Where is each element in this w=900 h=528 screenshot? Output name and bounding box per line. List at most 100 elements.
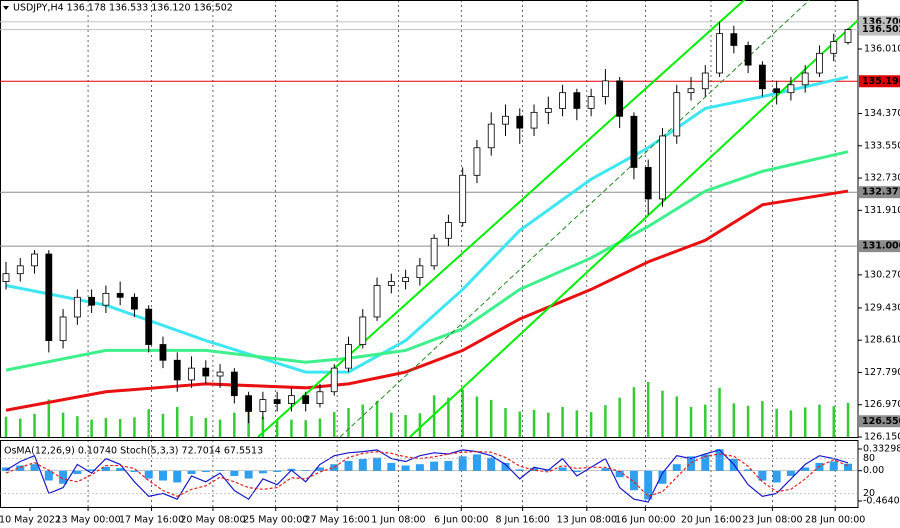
- candle-body: [544, 108, 552, 113]
- osma-bar: [572, 470, 581, 473]
- y-tick-label: 126.970: [864, 399, 900, 410]
- price-level-box: [859, 415, 900, 428]
- osma-bar: [87, 469, 96, 471]
- osma-bar: [701, 454, 710, 471]
- osma-bar: [601, 468, 610, 471]
- candle-body: [830, 41, 838, 54]
- osma-bar: [16, 465, 25, 471]
- candle-body: [259, 399, 267, 412]
- candle-body: [216, 371, 224, 377]
- price-level-label: 135.190: [862, 76, 900, 87]
- osma-bar: [672, 464, 681, 471]
- osma-bar: [829, 461, 838, 471]
- y-tick-label: 130.270: [864, 269, 900, 280]
- candle-body: [102, 292, 110, 306]
- main-panel: [0, 0, 859, 438]
- candle-body: [716, 33, 723, 74]
- candle-body: [616, 80, 624, 117]
- candle-body: [16, 265, 24, 275]
- x-tick-label: 25 May 00:00: [243, 515, 308, 526]
- candle-body: [787, 84, 795, 94]
- candle-body: [359, 316, 367, 345]
- candle-body: [273, 399, 281, 404]
- osma-bar: [558, 467, 567, 471]
- osma-bar: [1, 467, 10, 471]
- stochastic-line: [5, 451, 849, 497]
- x-tick-label: 13 May 00:00: [55, 515, 120, 526]
- y-tick-label: 126.150: [864, 432, 900, 443]
- candle-body: [730, 33, 738, 46]
- price-level-label: 132.371: [862, 187, 900, 198]
- osma-bar: [715, 449, 724, 471]
- candle-body: [516, 115, 524, 129]
- candle-body: [758, 64, 766, 90]
- price-level-label: 131.000: [862, 241, 900, 252]
- osma-bar: [144, 470, 153, 479]
- candle-body: [445, 222, 452, 239]
- price-level-box: [859, 240, 900, 253]
- candle-body: [644, 167, 652, 200]
- candle-body: [402, 277, 409, 282]
- osma-bar: [472, 454, 481, 471]
- y-tick-label: 127.790: [864, 367, 900, 378]
- osma-bar: [387, 462, 396, 471]
- osma-bar: [373, 457, 382, 471]
- osma-bar: [101, 466, 110, 471]
- osma-bar: [230, 470, 239, 476]
- candle-body: [816, 52, 823, 74]
- candle-body: [245, 395, 253, 412]
- candle-body: [530, 111, 538, 129]
- x-tick-label: 28 Jun 00:00: [805, 515, 865, 526]
- x-tick-label: 1 Jun 08:00: [371, 515, 425, 526]
- stoch-tick-label: 20: [863, 488, 875, 499]
- candle-body: [773, 88, 781, 94]
- osma-bar: [173, 470, 182, 483]
- candle-body: [202, 367, 210, 377]
- y-tick-label: 134.370: [864, 108, 900, 119]
- osma-bar: [401, 465, 410, 471]
- osma-bar: [772, 470, 781, 483]
- candle-body: [502, 115, 509, 125]
- x-tick-label: 8 Jun 16:00: [495, 515, 549, 526]
- osma-bar: [515, 469, 524, 471]
- candle-body: [345, 344, 352, 369]
- osma-bar: [273, 470, 282, 473]
- menu-arrow: [3, 6, 9, 10]
- osma-bar: [301, 470, 310, 471]
- y-tick-label: 132.730: [864, 173, 900, 184]
- osma-bar: [244, 470, 253, 479]
- stoch-tick-label: 80: [863, 453, 875, 464]
- osma-bar: [615, 470, 624, 478]
- indicator-plot: [0, 440, 858, 507]
- candle-body: [45, 253, 53, 341]
- stochastic-line: [5, 449, 849, 503]
- osma-bar: [501, 462, 510, 471]
- candle-body: [59, 316, 67, 341]
- osma-bar: [358, 458, 367, 471]
- candle-body: [430, 237, 438, 267]
- candle-body: [687, 88, 695, 94]
- osma-bar: [116, 468, 125, 471]
- osma-bar: [844, 463, 853, 471]
- osma-bar: [130, 470, 139, 473]
- candle-body: [801, 72, 809, 86]
- osma-bar: [801, 467, 810, 471]
- candle-body: [373, 285, 381, 318]
- osma-bar: [430, 461, 439, 471]
- candle-body: [173, 359, 181, 381]
- chart-header: USDJPY,H4 136.178 136.533 136.120 136.50…: [13, 3, 233, 14]
- candle-body: [330, 367, 338, 393]
- y-tick-label: 133.550: [864, 140, 900, 151]
- osma-tick-label: 0.00: [863, 465, 884, 476]
- candle-body: [387, 281, 395, 286]
- candle-body: [459, 174, 467, 223]
- trendline: [409, 19, 858, 437]
- trendline: [257, 0, 746, 437]
- x-tick-label: 20 May 08:00: [180, 515, 245, 526]
- candle-body: [659, 135, 666, 200]
- candle-body: [487, 123, 495, 149]
- x-tick-label: 13 Jun 08:00: [557, 515, 617, 526]
- osma-bar: [216, 470, 225, 471]
- osma-tick-label: -0.46404: [863, 496, 900, 507]
